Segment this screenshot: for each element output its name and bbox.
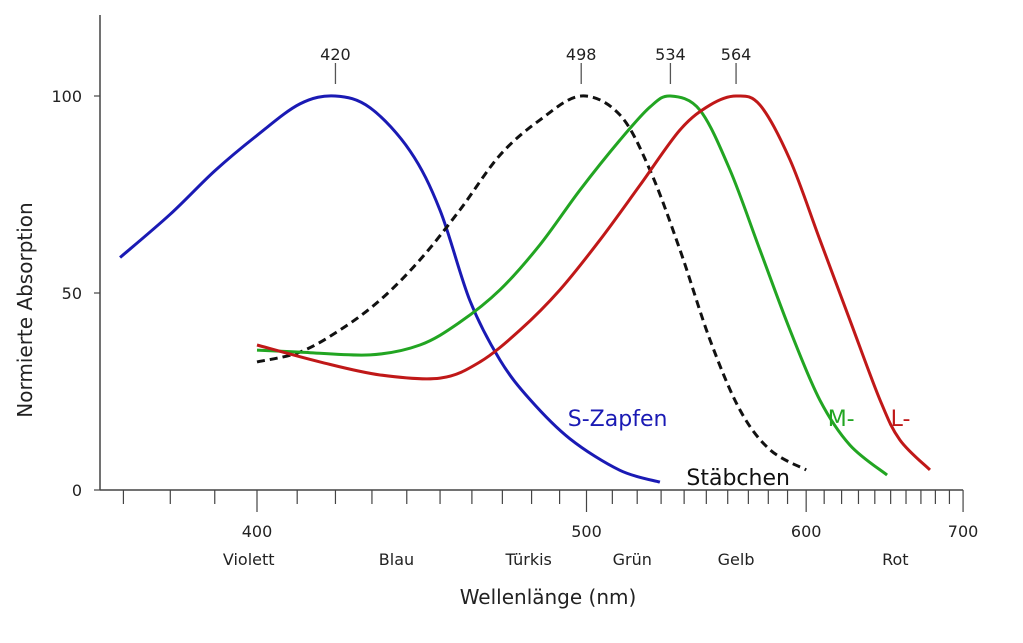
peak-marker-label: 564 <box>721 45 752 64</box>
series-label-m: M- <box>828 407 855 432</box>
color-band-label: Gelb <box>718 550 755 569</box>
x-tick-label: 400 <box>242 522 273 541</box>
y-tick-label: 50 <box>62 284 82 303</box>
series-line-st-bchen <box>256 94 807 472</box>
series-label-s-zapfen: S-Zapfen <box>568 407 668 432</box>
peak-marker-label: 498 <box>566 45 597 64</box>
color-band-label: Grün <box>613 550 652 569</box>
y-axis-title: Normierte Absorption <box>13 202 37 417</box>
y-tick-label: 100 <box>51 87 82 106</box>
series-line-l <box>256 94 931 471</box>
y-tick-label: 0 <box>72 481 82 500</box>
peak-marker-label: 534 <box>655 45 686 64</box>
series-label-st-bchen: Stäbchen <box>686 466 790 491</box>
peak-marker-label: 420 <box>320 45 351 64</box>
x-axis-title: Wellenlänge (nm) <box>460 585 637 609</box>
series-line-s-zapfen <box>119 94 661 484</box>
series-line-m <box>256 94 888 477</box>
color-band-label: Violett <box>223 550 275 569</box>
color-band-label: Rot <box>882 550 908 569</box>
color-band-label: Türkis <box>505 550 552 569</box>
series-label-l: L- <box>891 407 911 432</box>
color-band-label: Blau <box>379 550 414 569</box>
x-tick-label: 600 <box>791 522 822 541</box>
x-tick-label: 500 <box>571 522 602 541</box>
x-tick-label: 700 <box>948 522 979 541</box>
